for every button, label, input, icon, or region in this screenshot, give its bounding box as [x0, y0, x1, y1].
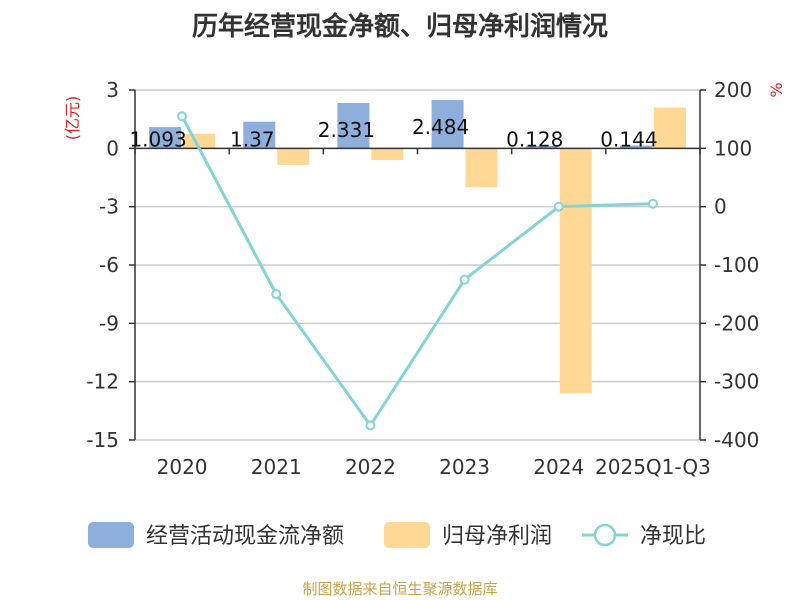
- y-left-tick-label: -15: [86, 428, 119, 452]
- tick-labels: 30-3-6-9-12-152001000-100-200-300-400202…: [63, 78, 786, 479]
- cash-flow-data-label: 2.484: [412, 115, 469, 139]
- ratio-point: [459, 274, 470, 285]
- y-right-tick-label: -200: [714, 311, 759, 335]
- cash-flow-bar: [149, 127, 182, 149]
- y-right-tick-label: 100: [714, 136, 752, 160]
- x-tick-label: 2022: [345, 455, 396, 479]
- x-tick-label: 2020: [157, 455, 208, 479]
- chart-title: 历年经营现金净额、归母净利润情况: [191, 12, 608, 42]
- legend: 经营活动现金流净额 归母净利润 净现比: [88, 522, 706, 549]
- ratio-line: [180, 115, 653, 429]
- y-right-tick-label: 200: [714, 78, 752, 102]
- ratio-point: [177, 111, 188, 122]
- legend-label: 经营活动现金流净额: [146, 524, 344, 549]
- x-tick-label: 2024: [533, 455, 584, 479]
- ratio-point: [271, 289, 282, 300]
- ratio-point: [365, 420, 376, 431]
- net-profit-bar: [277, 148, 310, 165]
- legend-label: 归母净利润: [442, 524, 552, 549]
- cash-flow-data-label: 0.128: [506, 127, 563, 151]
- net-profit-bar: [465, 148, 498, 188]
- legend-swatch: [88, 522, 134, 548]
- y-left-tick-label: -9: [99, 311, 119, 335]
- y-left-tick-label: -6: [99, 253, 119, 277]
- data-labels: 1.093 1.37 2.331 2.484 0.128 0.144: [129, 115, 657, 151]
- source-note: 制图数据来自恒生聚源数据库: [302, 580, 498, 598]
- cash-flow-bar: [243, 121, 276, 149]
- legend-marker: [593, 523, 617, 547]
- y-right-tick-label: 0: [714, 195, 727, 219]
- net-profit-bar: [653, 107, 686, 149]
- cash-flow-bar: [431, 100, 464, 149]
- bar-series: [149, 100, 686, 394]
- x-tick-label: 2023: [439, 455, 490, 479]
- cash-flow-data-label: 1.37: [230, 127, 275, 151]
- y-left-tick-label: -3: [99, 195, 119, 219]
- y-left-tick-label: -12: [86, 370, 119, 394]
- x-tick-label: 2025Q1-Q3: [595, 455, 711, 479]
- cash-flow-data-label: 0.144: [600, 127, 657, 151]
- cash-flow-data-label: 1.093: [129, 127, 186, 151]
- cash-flow-data-label: 2.331: [318, 118, 375, 142]
- cash-flow-bar: [525, 145, 558, 149]
- y-right-tick-label: -100: [714, 253, 759, 277]
- y-left-tick-label: 3: [106, 78, 119, 102]
- cash-flow-bar: [619, 145, 652, 149]
- cash-flow-bar: [337, 103, 370, 149]
- net-profit-bar: [371, 148, 404, 160]
- ratio-point: [553, 201, 564, 212]
- axes: [129, 89, 706, 441]
- ratio-line-series: [177, 111, 658, 431]
- legend-swatch: [384, 522, 430, 548]
- ratio-point: [647, 198, 658, 209]
- x-tick-label: 2021: [251, 455, 302, 479]
- y-right-tick-label: -400: [714, 428, 759, 452]
- y-left-unit: (亿元): [63, 96, 82, 141]
- y-left-tick-label: 0: [106, 136, 119, 160]
- y-right-unit: %: [767, 82, 786, 97]
- y-right-tick-label: -300: [714, 370, 759, 394]
- net-profit-bar: [183, 133, 216, 149]
- legend-label: 净现比: [640, 524, 706, 549]
- net-profit-bar: [559, 148, 592, 394]
